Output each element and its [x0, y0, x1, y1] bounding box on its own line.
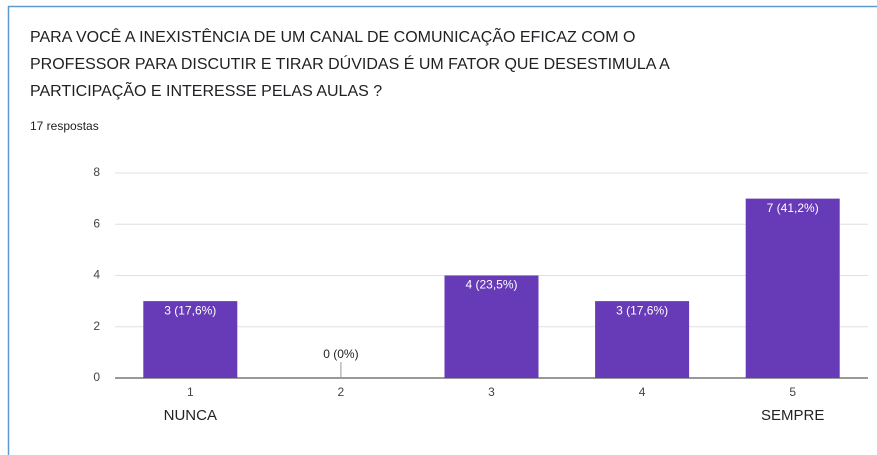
value-label: 3 (17,6%): [616, 303, 668, 317]
x-sublabel: NUNCA: [164, 407, 217, 424]
x-tick-label: 4: [639, 385, 646, 399]
bar: [143, 301, 238, 378]
bar: [595, 301, 690, 378]
chart-title: PARA VOCÊ A INEXISTÊNCIA DE UM CANAL DE …: [30, 26, 635, 46]
value-label: 3 (17,6%): [164, 303, 216, 317]
value-label: 0 (0%): [323, 347, 358, 361]
x-tick-label: 5: [789, 385, 796, 399]
x-tick-label: 3: [488, 385, 495, 399]
y-tick-label: 2: [93, 319, 100, 333]
x-tick-label: 2: [338, 385, 345, 399]
bar: [745, 198, 840, 378]
bar: [444, 275, 539, 378]
chart-subtitle: 17 respostas: [30, 119, 99, 133]
chart-title: PROFESSOR PARA DISCUTIR E TIRAR DÚVIDAS …: [30, 54, 670, 73]
x-tick-label: 1: [187, 385, 194, 399]
y-tick-label: 4: [93, 268, 100, 282]
x-sublabel: SEMPRE: [761, 407, 824, 424]
value-label: 7 (41,2%): [767, 201, 819, 215]
chart-title: PARTICIPAÇÃO E INTERESSE PELAS AULAS ?: [30, 80, 382, 100]
y-tick-label: 0: [93, 370, 100, 384]
y-tick-label: 6: [93, 216, 100, 230]
value-label: 4 (23,5%): [465, 278, 517, 292]
y-tick-label: 8: [93, 165, 100, 179]
